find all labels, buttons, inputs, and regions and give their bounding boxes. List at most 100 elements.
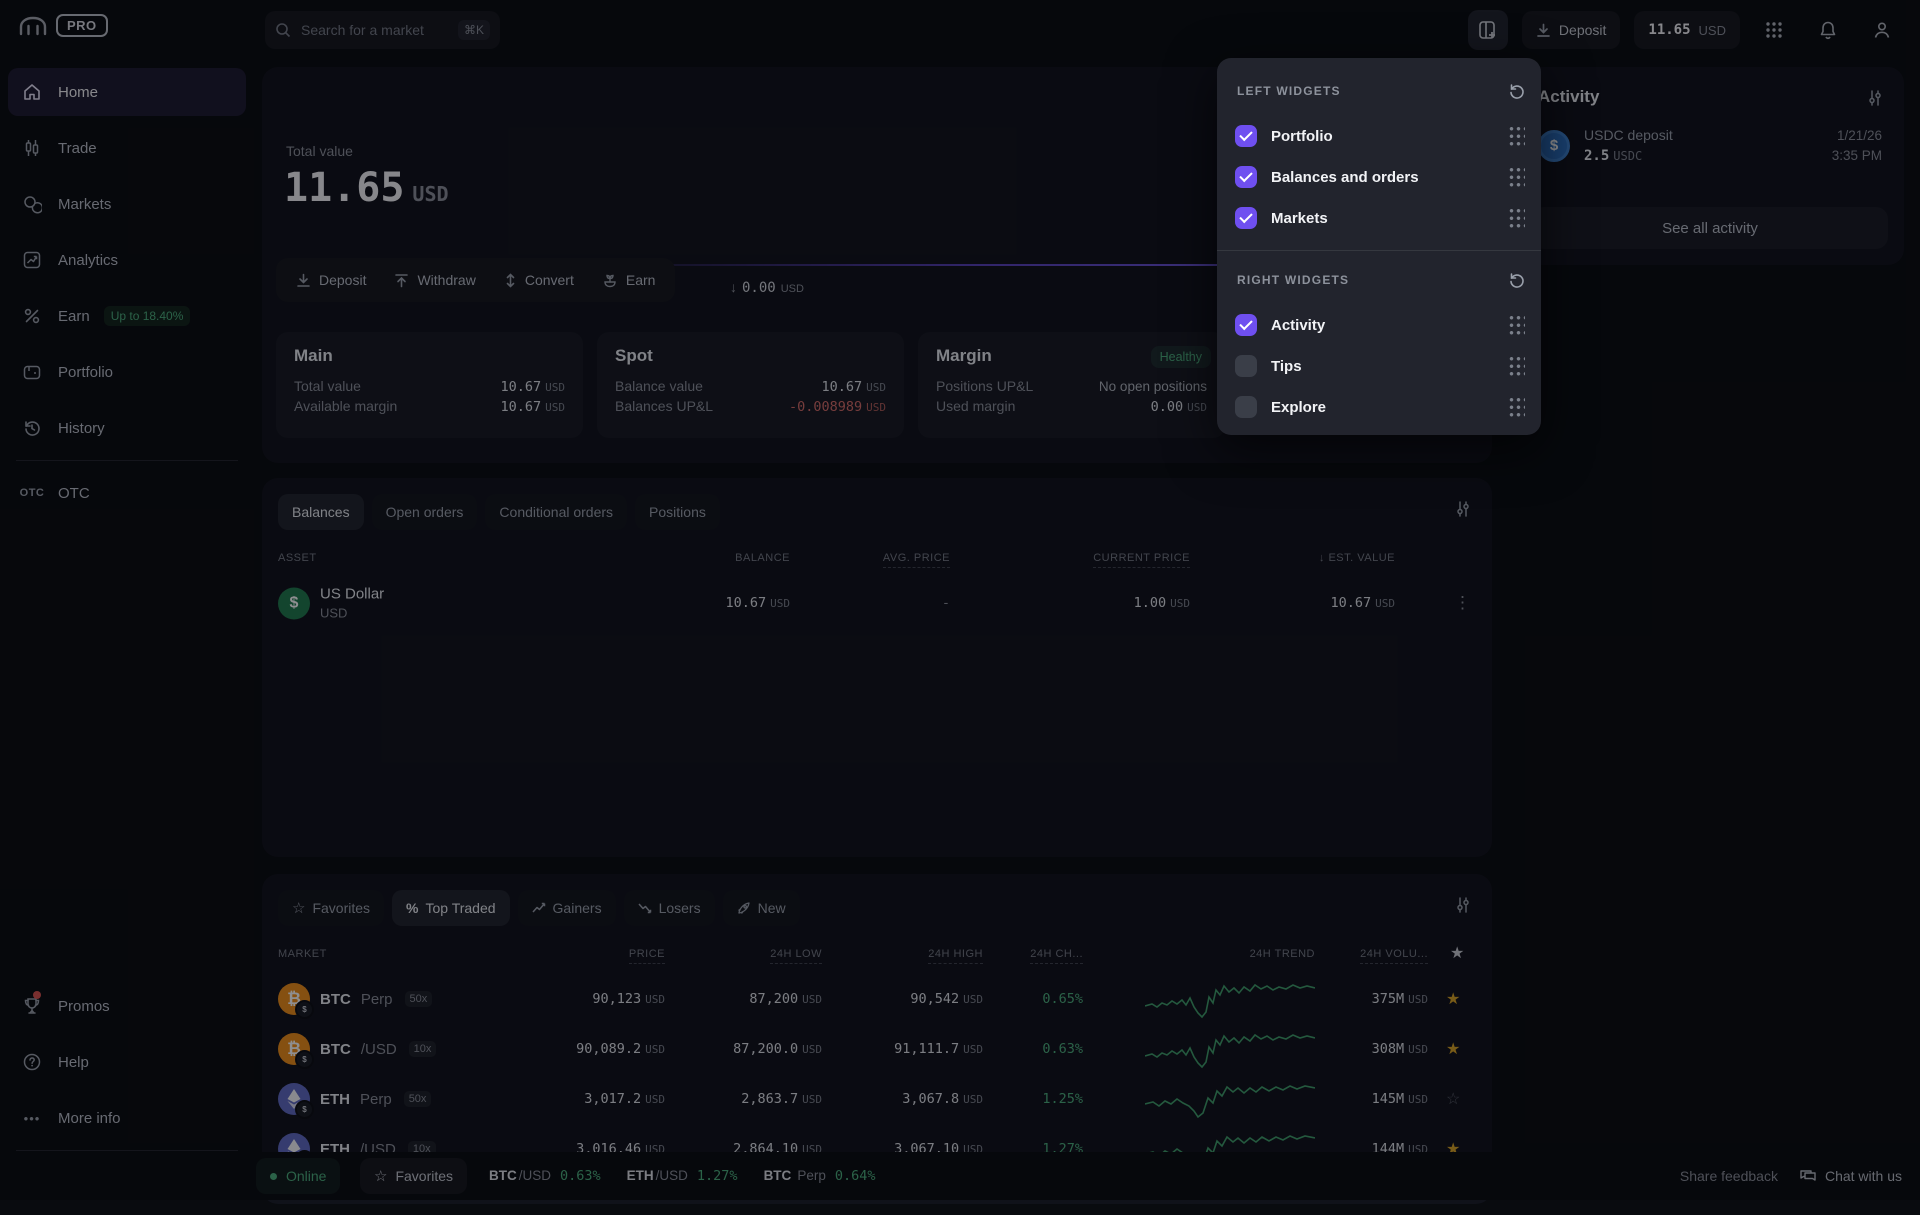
reset-icon[interactable] (1507, 271, 1525, 289)
statusbar-favorites-button[interactable]: ☆ Favorites (360, 1158, 468, 1194)
sidebar-item-markets[interactable]: Markets (8, 180, 246, 228)
drag-handle-icon[interactable] (1508, 395, 1525, 419)
col-24h-low[interactable]: 24H LOW (692, 948, 822, 964)
total-value-currency: USD (412, 182, 449, 206)
activity-item-usdc-deposit[interactable]: $ USDC deposit 2.5 USDC 1/21/26 3:35 PM (1538, 127, 1882, 164)
main-account-card[interactable]: Main Total value 10.67 USD Available marg… (276, 332, 583, 438)
checkbox[interactable] (1235, 207, 1257, 229)
tab-positions[interactable]: Positions (635, 494, 720, 530)
notifications-button[interactable] (1808, 10, 1848, 50)
help-icon (20, 1052, 44, 1072)
widget-toggle-activity[interactable]: Activity (1235, 307, 1525, 343)
customize-widgets-button[interactable] (1467, 10, 1508, 50)
sidebar-item-home[interactable]: Home (8, 68, 246, 116)
see-all-activity-button[interactable]: See all activity (1532, 207, 1888, 249)
widget-toggle-portfolio[interactable]: Portfolio (1235, 118, 1525, 154)
col-price[interactable]: PRICE (545, 948, 665, 964)
activity-settings-button[interactable] (1866, 89, 1884, 107)
tab-balances[interactable]: Balances (278, 494, 364, 530)
widget-toggle-explore[interactable]: Explore (1235, 389, 1525, 425)
market-row-btc-usd[interactable]: ₿ $ BTC/USD 10x 90,089.2 USD 87,200.0 USD 9… (262, 1024, 1492, 1074)
col-24h-change[interactable]: 24H CH... (993, 948, 1083, 964)
sidebar-item-portfolio[interactable]: Portfolio (8, 348, 246, 396)
favorite-star-button[interactable]: ★☆ (1446, 1041, 1461, 1058)
favorite-star-button[interactable]: ★☆ (1446, 1091, 1461, 1108)
checkbox[interactable] (1235, 396, 1257, 418)
connection-status[interactable]: Online (256, 1158, 341, 1194)
sidebar-item-analytics[interactable]: Analytics (8, 236, 246, 284)
favorite-star-button[interactable]: ★☆ (1446, 991, 1461, 1008)
drag-handle-icon[interactable] (1508, 124, 1525, 148)
sidebar-item-help[interactable]: Help (8, 1038, 246, 1086)
trend-down-icon (638, 902, 652, 914)
drag-handle-icon[interactable] (1508, 313, 1525, 337)
sidebar-item-otc[interactable]: OTC OTC (8, 469, 246, 517)
candles-icon (20, 138, 44, 158)
drag-handle-icon[interactable] (1508, 206, 1525, 230)
sidebar-item-more-info[interactable]: ••• More info (8, 1094, 246, 1142)
markets-settings-button[interactable] (1454, 896, 1472, 914)
sidebar-item-promos[interactable]: Promos (8, 982, 246, 1030)
account-balance[interactable]: 11.65 USD (1634, 11, 1740, 49)
otc-icon: OTC (19, 487, 45, 499)
wallet-icon (20, 362, 44, 382)
deposit-button[interactable]: Deposit (1521, 11, 1621, 49)
widget-toggle-balances-orders[interactable]: Balances and orders (1235, 159, 1525, 195)
usd-sub-badge: $ (295, 1050, 314, 1069)
sidebar-item-label: Analytics (58, 251, 119, 269)
row-value: 10.67 USD (500, 379, 565, 395)
market-row-btc-perp[interactable]: ₿ $ BTC Perp 50x 90,123 USD 87,200 USD 90,54… (262, 974, 1492, 1024)
tab-gainers[interactable]: Gainers (517, 890, 616, 926)
apps-grid-button[interactable] (1754, 10, 1794, 50)
earn-action-button[interactable]: Earn (588, 258, 670, 302)
checkbox[interactable] (1235, 355, 1257, 377)
tab-conditional-orders[interactable]: Conditional orders (485, 494, 628, 530)
tab-open-orders[interactable]: Open orders (371, 494, 478, 530)
col-current-price[interactable]: CURRENT PRICE (1050, 552, 1190, 568)
col-est-value[interactable]: ↓ EST. VALUE (1318, 552, 1395, 564)
spot-account-card[interactable]: Spot Balance value 10.67 USD Balances UP&… (597, 332, 904, 438)
reset-icon[interactable] (1507, 82, 1525, 100)
usd-coin-icon: $ (278, 587, 310, 619)
account-button[interactable] (1862, 10, 1902, 50)
search-input[interactable] (299, 21, 450, 39)
balance-row-usd[interactable]: $ US Dollar USD 10.67 USD - 1.00 USD 10.67… (262, 578, 1492, 628)
balance-cell: 10.67 USD (725, 595, 790, 611)
col-24h-volume[interactable]: 24H VOLU... (1308, 948, 1428, 964)
widget-toggle-tips[interactable]: Tips (1235, 348, 1525, 384)
tab-top-traded[interactable]: % Top Traded (392, 890, 510, 926)
drag-handle-icon[interactable] (1508, 165, 1525, 189)
ticker-btc-usd[interactable]: BTC/USD 0.63% (489, 1168, 601, 1184)
ticker-eth-usd[interactable]: ETH/USD 1.27% (626, 1168, 738, 1184)
activity-amount: 2.5 USDC (1584, 148, 1643, 164)
drag-handle-icon[interactable] (1508, 354, 1525, 378)
tab-new[interactable]: New (722, 890, 800, 926)
healthy-badge: Healthy (1150, 346, 1211, 368)
tab-favorites[interactable]: ☆ Favorites (278, 890, 385, 926)
deposit-action-button[interactable]: Deposit (282, 258, 380, 302)
row-menu-button[interactable]: ⋮ (1454, 593, 1471, 612)
market-row-eth-perp[interactable]: $ ETH Perp 50x 3,017.2 USD 2,863.7 USD 3,06… (262, 1074, 1492, 1124)
convert-action-button[interactable]: Convert (490, 258, 588, 302)
sidebar-item-history[interactable]: History (8, 404, 246, 452)
ticker-btc-perp[interactable]: BTC Perp 0.64% (763, 1168, 876, 1184)
market-search[interactable]: ⌘K (265, 11, 500, 49)
col-24h-high[interactable]: 24H HIGH (853, 948, 983, 964)
checkbox[interactable] (1235, 314, 1257, 336)
checkbox[interactable] (1235, 166, 1257, 188)
chat-with-us-link[interactable]: Chat with us (1800, 1168, 1902, 1184)
share-feedback-link[interactable]: Share feedback (1679, 1168, 1778, 1184)
change-cell: 0.63% (1042, 1041, 1083, 1057)
col-avg-price[interactable]: AVG. PRICE (810, 552, 950, 568)
ellipsis-icon: ••• (23, 1110, 41, 1126)
widget-toggle-markets[interactable]: Markets (1235, 200, 1525, 236)
sidebar-item-trade[interactable]: Trade (8, 124, 246, 172)
sidebar-item-earn[interactable]: Earn Up to 18.40% (8, 292, 246, 340)
statusbar: Online ☆ Favorites BTC/USD 0.63% ETH/USD 1… (0, 1152, 1920, 1200)
checkbox[interactable] (1235, 125, 1257, 147)
sidebar-item-label: Promos (58, 997, 110, 1015)
tab-losers[interactable]: Losers (623, 890, 715, 926)
withdraw-action-button[interactable]: Withdraw (380, 258, 489, 302)
margin-account-card[interactable]: Margin Healthy Positions UP&L No open po… (918, 332, 1225, 438)
balances-settings-button[interactable] (1454, 500, 1472, 518)
